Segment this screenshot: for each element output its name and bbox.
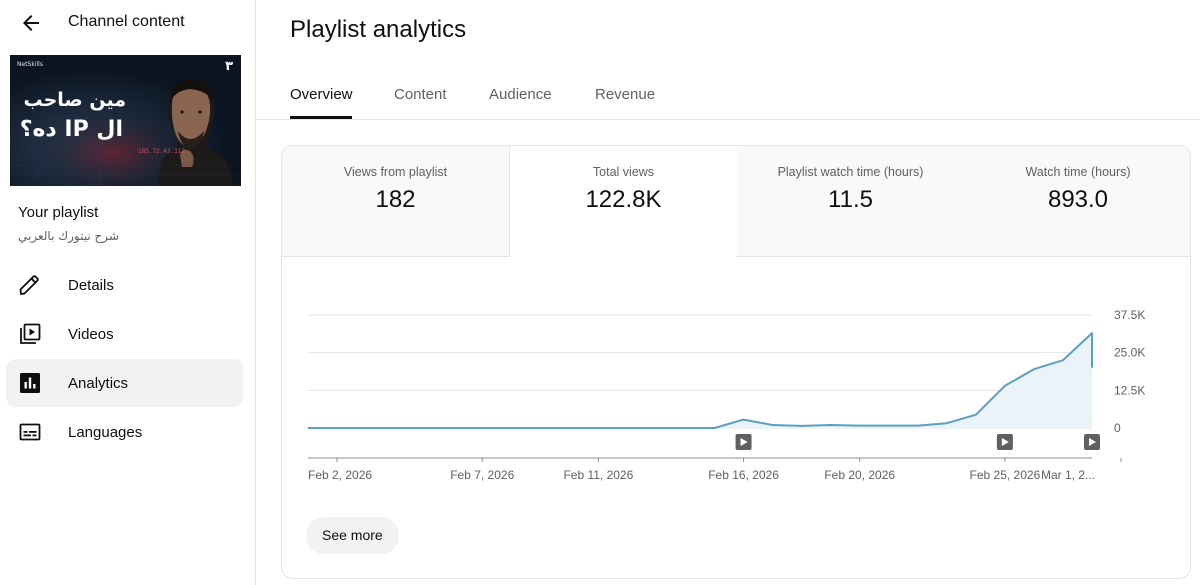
thumbnail-episode-number: ٣ xyxy=(225,59,233,74)
thumbnail-logo: NetSkills xyxy=(17,61,43,68)
pencil-icon xyxy=(18,273,42,297)
thumbnail-ip-text: 185.72.43.112 xyxy=(138,148,185,155)
y-tick-label: 0 xyxy=(1114,421,1121,435)
x-tick-label: Feb 25, 2026 xyxy=(970,468,1041,482)
area-fill xyxy=(308,333,1092,428)
sidebar-item-label: Details xyxy=(68,276,114,294)
x-tick-label: Mar 1, 2... xyxy=(1041,468,1095,482)
sidebar-item-analytics[interactable]: Analytics xyxy=(6,359,243,407)
sidebar-header: Channel content xyxy=(0,0,256,46)
tab-content[interactable]: Content xyxy=(394,86,447,103)
metric-label: Views from playlist xyxy=(343,165,448,179)
metric-watch-time[interactable]: Watch time (hours) 893.0 xyxy=(964,146,1190,257)
tab-overview[interactable]: Overview xyxy=(290,86,353,103)
x-tick-label: Feb 11, 2026 xyxy=(563,468,633,482)
metric-label: Watch time (hours) xyxy=(1025,165,1131,179)
playlist-name: شرح نيتورك بالعربي xyxy=(18,229,119,243)
metric-value: 893.0 xyxy=(1047,186,1109,213)
main-content: Playlist analytics Overview Content Audi… xyxy=(257,0,1200,585)
sidebar-item-label: Videos xyxy=(68,325,114,343)
play-icon xyxy=(740,438,748,446)
metric-value: 182 xyxy=(375,186,416,213)
x-tick-label: Feb 2, 2026 xyxy=(308,468,372,482)
metric-value: 122.8K xyxy=(585,186,662,213)
y-tick-label: 12.5K xyxy=(1114,383,1145,397)
tab-bar: Overview Content Audience Revenue xyxy=(257,70,1200,120)
y-tick-label: 37.5K xyxy=(1114,308,1145,322)
metrics-row: Views from playlist 182 Total views 122.… xyxy=(282,146,1190,257)
sidebar-item-label: Languages xyxy=(68,423,143,441)
page-title: Playlist analytics xyxy=(290,16,467,43)
views-chart: 37.5K 25.0K 12.5K 0 Feb 2, 2026 Feb 7, 2026 Fe… xyxy=(308,308,1145,482)
playlist-thumbnail[interactable]: NetSkills ٣ مين صاحب ال IP ده؟ 185.72.43… xyxy=(10,55,241,186)
analytics-icon xyxy=(18,371,42,395)
metric-label: Playlist watch time (hours) xyxy=(777,165,924,179)
metric-playlist-watch-time[interactable]: Playlist watch time (hours) 11.5 xyxy=(737,146,965,257)
back-arrow-icon[interactable] xyxy=(16,8,46,38)
x-tick-label: Feb 16, 2026 xyxy=(708,468,779,482)
series-line xyxy=(308,332,1093,429)
see-more-button[interactable]: See more xyxy=(306,517,399,554)
metric-value: 11.5 xyxy=(828,186,873,213)
subtitles-icon xyxy=(18,420,42,444)
tab-revenue[interactable]: Revenue xyxy=(595,86,656,103)
x-tick-label: Feb 7, 2026 xyxy=(450,468,514,482)
metric-views-from-playlist[interactable]: Views from playlist 182 xyxy=(282,146,510,257)
sidebar-item-label: Analytics xyxy=(68,374,129,392)
play-icon xyxy=(1001,438,1009,446)
metric-total-views[interactable]: Total views 122.8K xyxy=(510,146,738,257)
sidebar-item-details[interactable]: Details xyxy=(6,261,243,309)
playlist-label: Your playlist xyxy=(18,204,99,221)
tab-active-indicator xyxy=(290,116,352,119)
x-tick-label: Feb 20, 2026 xyxy=(824,468,895,482)
analytics-card: Views from playlist 182 Total views 122.… xyxy=(281,145,1191,579)
metric-divider xyxy=(737,256,1190,257)
play-icon xyxy=(1089,438,1096,446)
sidebar-item-languages[interactable]: Languages xyxy=(6,408,243,456)
sidebar-title: Channel content xyxy=(68,13,185,30)
sidebar-item-videos[interactable]: Videos xyxy=(6,310,243,358)
video-library-icon xyxy=(18,322,42,346)
tab-audience[interactable]: Audience xyxy=(489,86,552,103)
y-tick-label: 25.0K xyxy=(1114,346,1145,360)
metric-divider xyxy=(282,256,510,257)
metric-label: Total views xyxy=(592,165,655,179)
sidebar: Channel content xyxy=(0,0,256,585)
thumbnail-title-line1: مين صاحب xyxy=(23,89,126,111)
thumbnail-title-line2: ال IP ده؟ xyxy=(19,117,123,142)
thumbnail-art xyxy=(10,55,241,186)
